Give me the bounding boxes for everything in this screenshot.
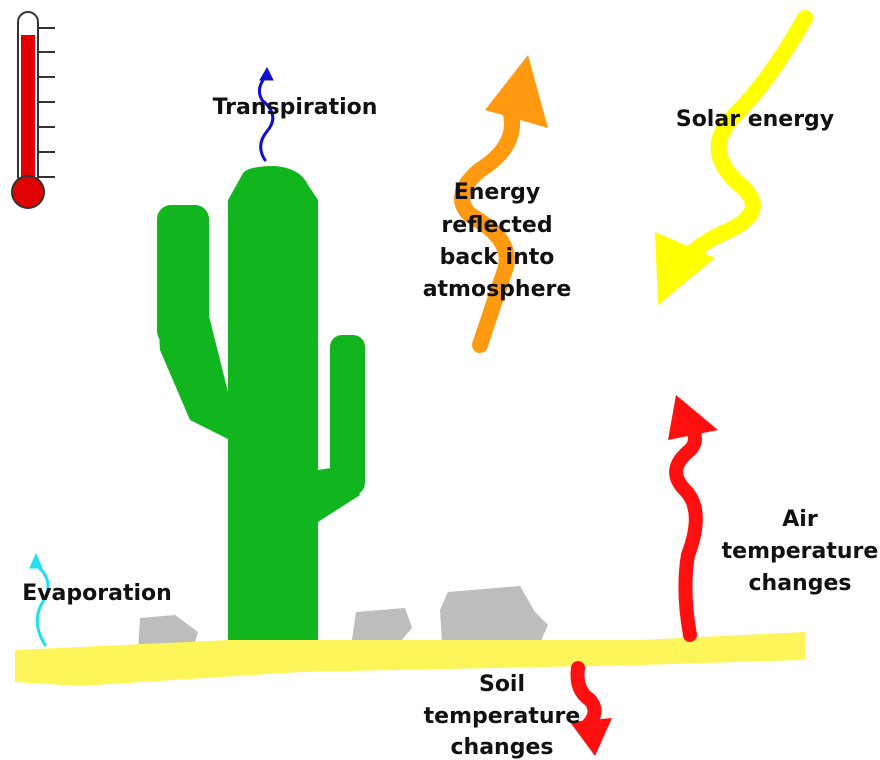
label: Soil xyxy=(479,672,525,697)
label: Air xyxy=(782,507,818,532)
label: atmosphere xyxy=(423,277,572,302)
label: changes xyxy=(749,571,852,596)
label: reflected xyxy=(441,213,552,238)
thermometer xyxy=(12,12,55,208)
label: back into xyxy=(440,245,555,270)
label: Energy xyxy=(454,180,541,205)
label: changes xyxy=(451,735,554,760)
label: Solar energy xyxy=(676,107,834,132)
cactus xyxy=(157,166,365,640)
label: Transpiration xyxy=(213,95,378,120)
label: temperature xyxy=(424,704,581,729)
label: Evaporation xyxy=(22,581,172,606)
page: Transpiration Solar energy Energy reflec… xyxy=(0,0,880,760)
diagram: Transpiration Solar energy Energy reflec… xyxy=(0,0,880,760)
label: temperature xyxy=(722,539,879,564)
